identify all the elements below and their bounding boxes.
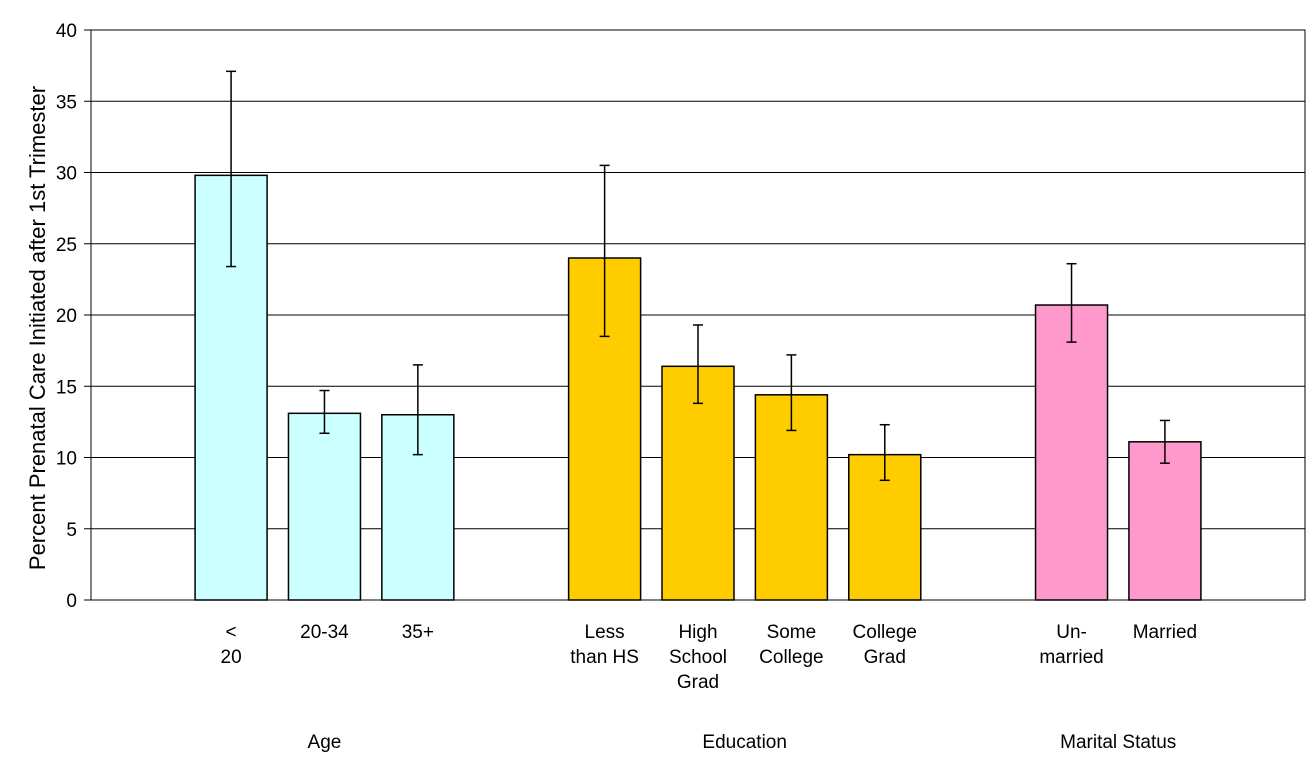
y-tick-label: 5 (66, 520, 77, 541)
y-tick-label: 15 (56, 377, 77, 398)
y-tick-label: 30 (56, 164, 77, 185)
y-tick-label: 0 (66, 591, 77, 612)
category-label-line: Grad (677, 672, 719, 693)
category-label-line: 20 (221, 647, 242, 668)
category-label: 35+ (402, 622, 434, 643)
category-label-line: than HS (570, 647, 639, 668)
category-label-line: < (226, 622, 237, 643)
category-label: Married (1133, 622, 1197, 643)
category-label: High School Grad (669, 622, 727, 693)
category-label-line: Grad (864, 647, 906, 668)
category-label-line: 20-34 (300, 622, 349, 643)
y-tick-label: 25 (56, 235, 77, 256)
group-label: Education (702, 732, 787, 753)
y-tick-label: 35 (56, 92, 77, 113)
category-label-line: Un- (1056, 622, 1087, 643)
group-label: Age (308, 732, 342, 753)
group-label: Marital Status (1060, 732, 1176, 753)
category-label-line: 35+ (402, 622, 434, 643)
category-label-line: College (759, 647, 823, 668)
y-tick-label: 40 (56, 21, 77, 42)
category-label-line: Less (585, 622, 625, 643)
category-label: Less than HS (570, 622, 639, 668)
y-tick-label: 10 (56, 449, 77, 470)
category-label-line: Some (767, 622, 817, 643)
bar (287, 412, 362, 601)
y-tick-label: 20 (56, 306, 77, 327)
category-label-line: High (678, 622, 717, 643)
category-label: Un-married (1039, 622, 1103, 668)
category-label-line: married (1039, 647, 1103, 668)
bar (1128, 441, 1202, 601)
category-label: <20 (221, 622, 242, 668)
category-label-line: College (853, 622, 917, 643)
bar (661, 365, 735, 601)
bar (1034, 304, 1109, 601)
bars (194, 70, 1202, 601)
axis-labels: 0 5 10 15 20 25 30 35 40 < 20 20-34 35+ Age Less than H… (56, 21, 1197, 753)
category-label: 20-34 (300, 622, 349, 643)
y-axis-label: Percent Prenatal Care Initiated after 1s… (25, 86, 50, 570)
category-label-line: Married (1133, 622, 1197, 643)
category-label: College Grad (853, 622, 917, 668)
category-label: Some College (759, 622, 823, 668)
category-label-line: School (669, 647, 727, 668)
